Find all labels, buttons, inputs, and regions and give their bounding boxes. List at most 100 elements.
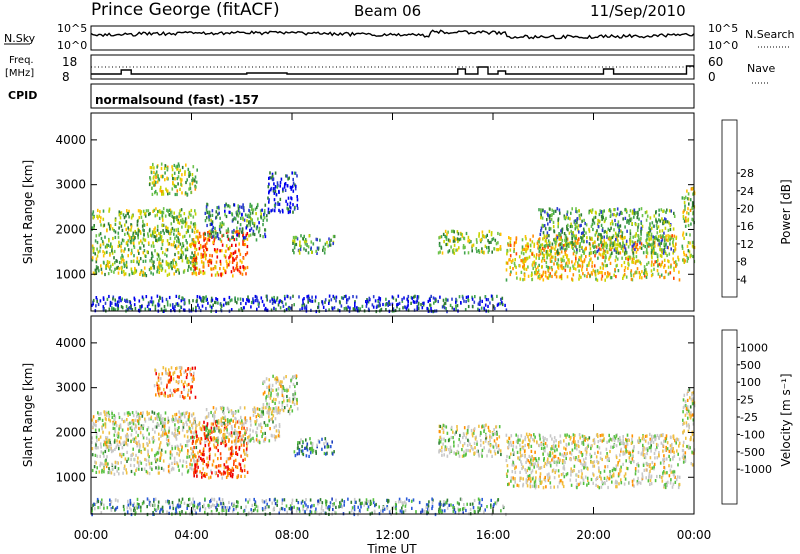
range-cell bbox=[467, 235, 470, 239]
range-cell bbox=[272, 420, 274, 424]
range-cell bbox=[198, 306, 200, 310]
range-cell bbox=[578, 256, 581, 260]
range-cell bbox=[609, 253, 612, 257]
range-cell bbox=[199, 440, 201, 444]
range-cell bbox=[209, 231, 212, 235]
range-cell bbox=[582, 272, 584, 276]
range-cell bbox=[275, 381, 277, 385]
range-cell bbox=[182, 235, 184, 239]
range-cell bbox=[155, 175, 157, 179]
range-cell bbox=[261, 208, 263, 212]
range-cell bbox=[247, 441, 249, 445]
range-cell bbox=[217, 237, 220, 241]
range-cell bbox=[548, 243, 551, 248]
range-cell bbox=[285, 308, 288, 312]
range-cell bbox=[648, 244, 650, 248]
range-cell bbox=[579, 244, 581, 248]
range-cell bbox=[457, 239, 459, 244]
range-cell bbox=[230, 449, 233, 453]
range-cell bbox=[188, 308, 190, 312]
range-cell bbox=[154, 183, 156, 187]
range-cell bbox=[263, 380, 266, 384]
range-cell bbox=[130, 267, 133, 271]
range-cell bbox=[643, 268, 646, 272]
range-cell bbox=[114, 429, 117, 433]
range-cell bbox=[177, 175, 180, 179]
range-cell bbox=[236, 433, 239, 437]
range-cell bbox=[575, 237, 577, 241]
range-cell bbox=[632, 254, 635, 258]
range-cell bbox=[272, 399, 274, 403]
range-cell bbox=[580, 256, 582, 260]
range-cell bbox=[236, 452, 239, 456]
range-cell bbox=[647, 242, 649, 246]
range-cell bbox=[217, 205, 220, 209]
range-cell bbox=[220, 239, 223, 243]
range-cell bbox=[161, 216, 164, 220]
range-cell bbox=[146, 436, 148, 440]
range-cell bbox=[652, 239, 655, 243]
range-cell bbox=[135, 410, 138, 414]
range-cell bbox=[197, 239, 199, 243]
range-cell bbox=[142, 209, 145, 213]
range-cell bbox=[667, 228, 670, 232]
range-cell bbox=[499, 245, 502, 249]
range-cell bbox=[600, 247, 602, 251]
range-cell bbox=[640, 226, 643, 230]
range-cell bbox=[465, 299, 467, 304]
range-cell bbox=[351, 506, 354, 510]
range-cell bbox=[185, 180, 187, 185]
range-cell bbox=[629, 232, 632, 236]
range-cell bbox=[648, 238, 651, 242]
range-cell bbox=[653, 214, 656, 218]
range-cell bbox=[224, 418, 227, 422]
range-cell bbox=[214, 465, 217, 469]
range-cell bbox=[192, 239, 195, 243]
range-cell bbox=[268, 388, 271, 392]
range-cell bbox=[157, 253, 160, 257]
range-cell bbox=[183, 270, 185, 274]
range-cell bbox=[92, 271, 95, 275]
range-cell bbox=[245, 449, 248, 453]
range-cell bbox=[95, 424, 97, 428]
range-cell bbox=[179, 177, 182, 181]
range-cell bbox=[196, 295, 199, 299]
range-cell bbox=[545, 238, 547, 243]
range-cell bbox=[599, 266, 602, 270]
range-cell bbox=[540, 216, 542, 220]
range-cell bbox=[171, 431, 173, 435]
range-cell bbox=[538, 246, 540, 250]
range-cell bbox=[196, 434, 198, 438]
range-cell bbox=[172, 177, 174, 181]
range-cell bbox=[398, 301, 401, 305]
range-cell bbox=[328, 308, 330, 312]
range-cell bbox=[489, 301, 491, 305]
range-cell bbox=[286, 403, 289, 407]
range-cell bbox=[281, 380, 283, 384]
range-cell bbox=[487, 250, 490, 254]
range-cell bbox=[253, 406, 256, 410]
range-cell bbox=[583, 258, 586, 262]
range-cell bbox=[120, 241, 123, 245]
range-cell bbox=[513, 241, 516, 245]
range-cell bbox=[285, 302, 287, 306]
range-cell bbox=[411, 296, 413, 300]
range-cell bbox=[112, 236, 114, 241]
range-cell bbox=[181, 173, 183, 177]
range-cell bbox=[220, 422, 223, 426]
range-cell bbox=[185, 221, 188, 225]
range-cell bbox=[486, 233, 488, 237]
range-cell bbox=[183, 370, 186, 374]
range-cell bbox=[462, 296, 464, 300]
range-cell bbox=[190, 213, 192, 217]
range-cell bbox=[215, 235, 217, 239]
range-cell bbox=[152, 300, 155, 304]
y-tick-label: 2000 bbox=[55, 222, 86, 236]
range-cell bbox=[138, 415, 140, 419]
range-cell bbox=[239, 252, 242, 256]
range-cell bbox=[114, 415, 117, 419]
range-cell bbox=[106, 412, 108, 416]
range-cell bbox=[126, 209, 128, 213]
range-cell bbox=[678, 278, 681, 282]
range-cell bbox=[166, 300, 169, 304]
